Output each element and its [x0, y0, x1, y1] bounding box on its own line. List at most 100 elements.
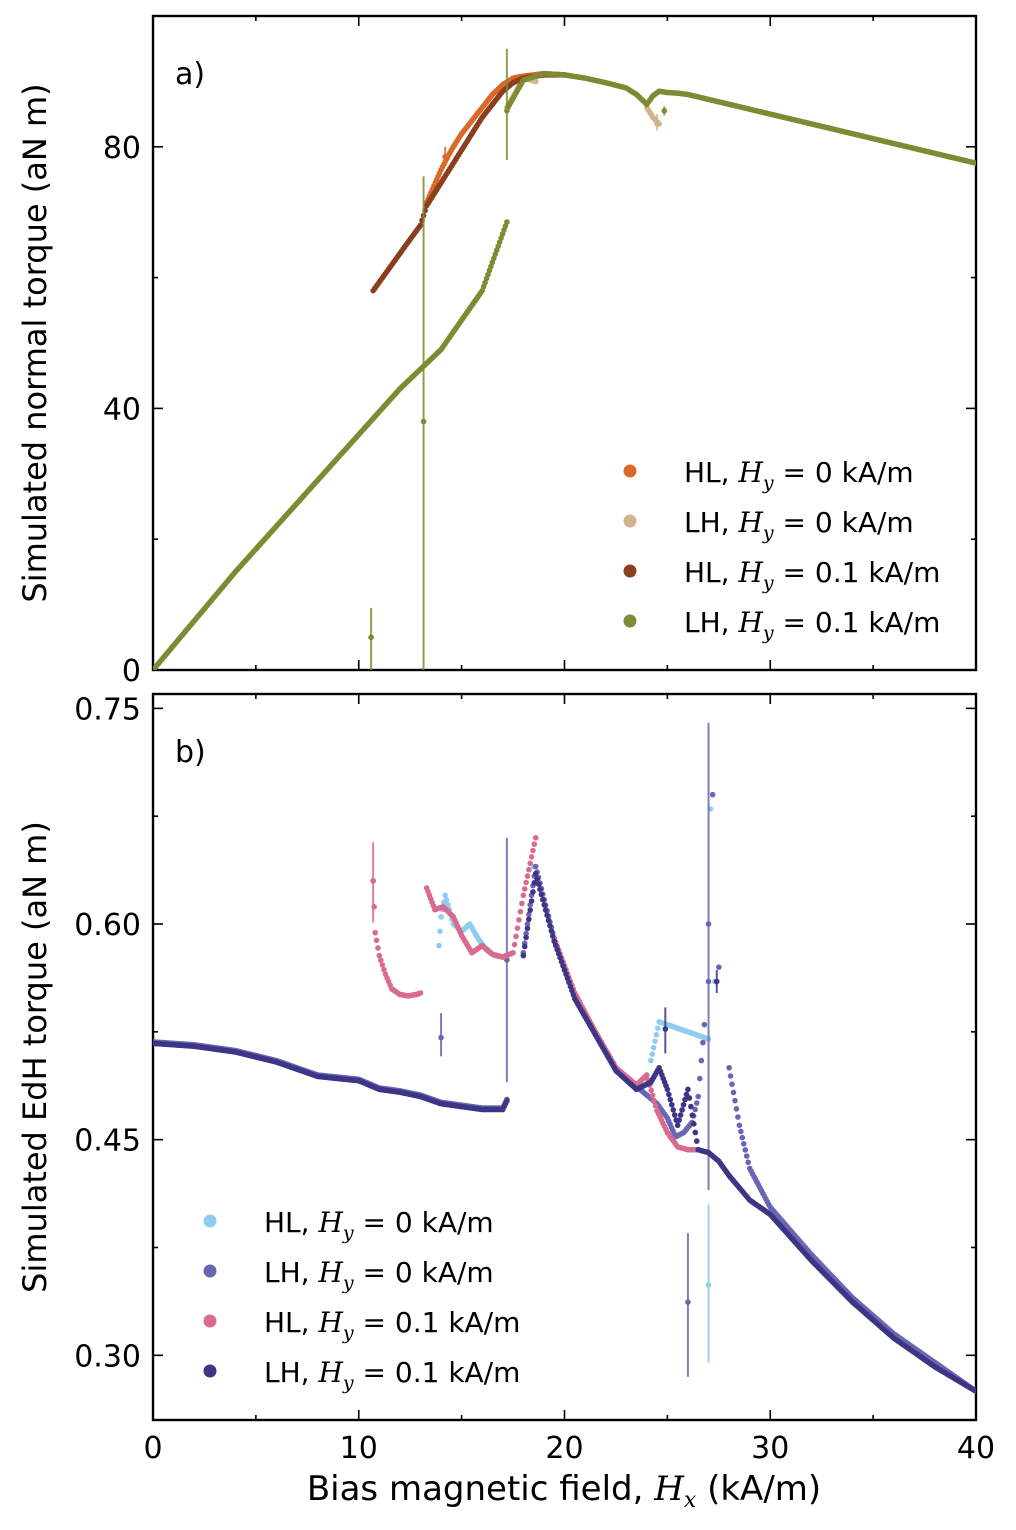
- legend-entry: HL, Hy = 0.1 kA/m: [264, 1306, 520, 1344]
- data-point-fill: [727, 1073, 734, 1079]
- data-point-fill: [521, 886, 528, 892]
- data-point: [644, 1072, 650, 1078]
- x-tick-label: 0: [143, 1431, 162, 1466]
- legend-entry: HL, Hy = 0 kA/m: [684, 456, 914, 494]
- data-point-fill: [648, 1087, 655, 1094]
- data-point-fill: [732, 1097, 738, 1104]
- data-point: [532, 834, 539, 841]
- data-point: [973, 1388, 976, 1395]
- data-point: [436, 942, 442, 949]
- data-point: [685, 1086, 691, 1093]
- data-point-fill: [742, 1147, 749, 1153]
- error-bar-point: [370, 878, 376, 884]
- data-point-fill: [649, 1051, 656, 1057]
- legend: HL, Hy = 0 kA/m LH, Hy = 0 kA/m HL, Hy = 0…: [203, 1206, 520, 1394]
- error-bar-point: [654, 121, 660, 127]
- legend-entry: LH, Hy = 0.1 kA/m: [264, 1356, 520, 1394]
- legend-marker: [203, 1314, 217, 1328]
- data-point-fill: [679, 1107, 685, 1113]
- legend-marker: [623, 464, 637, 478]
- legend-entry: HL, Hy = 0 kA/m: [264, 1206, 494, 1244]
- data-point-fill: [652, 1038, 658, 1044]
- data-point-fill: [689, 1112, 696, 1119]
- data-point: [532, 863, 539, 870]
- legend: HL, Hy = 0 kA/m LH, Hy = 0 kA/m HL, Hy = 0…: [623, 456, 940, 644]
- axes-frame: [151, 692, 978, 1422]
- data-point-fill: [650, 1044, 657, 1051]
- error-bar-point: [368, 634, 374, 641]
- legend-entry: HL, Hy = 0.1 kA/m: [684, 556, 940, 594]
- data-point: [532, 78, 539, 85]
- data-point-fill: [668, 1101, 675, 1108]
- data-point-fill: [531, 841, 538, 847]
- error-bar-point: [685, 1299, 691, 1305]
- data-point-fill: [437, 928, 443, 935]
- data-point: [376, 952, 383, 959]
- y-tick-label: 0.75: [74, 692, 141, 727]
- y-tick-label: 40: [103, 392, 141, 427]
- series-2: [370, 72, 568, 294]
- data-point-fill: [693, 1100, 700, 1106]
- data-point-fill: [526, 911, 532, 918]
- data-point-fill: [528, 854, 535, 860]
- legend-entry: LH, Hy = 0 kA/m: [264, 1256, 494, 1294]
- legend-entry: LH, Hy = 0.1 kA/m: [684, 606, 940, 644]
- data-point-fill: [513, 933, 519, 940]
- data-point-fill: [651, 1097, 657, 1104]
- error-bar-point: [504, 108, 510, 114]
- legend-marker: [623, 614, 637, 628]
- y-tick-label: 0: [122, 654, 141, 689]
- data-point: [674, 1122, 681, 1129]
- data-point-fill: [654, 1025, 661, 1032]
- data-point: [372, 929, 379, 936]
- legend-entry: LH, Hy = 0 kA/m: [684, 506, 914, 544]
- data-point-fill: [738, 1128, 744, 1135]
- data-point: [417, 222, 424, 229]
- data-point-fill: [548, 928, 555, 934]
- data-point: [504, 219, 510, 225]
- data-point-fill: [653, 1031, 660, 1038]
- data-point-fill: [698, 1057, 705, 1064]
- data-point-fill: [542, 907, 549, 913]
- data-point: [716, 964, 722, 970]
- y-tick-label: 0.60: [74, 908, 141, 943]
- data-point: [520, 952, 527, 959]
- data-point-fill: [691, 1121, 697, 1127]
- data-point-fill: [521, 943, 528, 950]
- data-point-fill: [537, 886, 543, 893]
- axes-frame: [151, 14, 978, 672]
- plot-area: [153, 48, 976, 670]
- legend-marker: [623, 514, 637, 528]
- data-point-fill: [443, 897, 450, 903]
- data-point: [510, 949, 516, 956]
- series-3: [153, 870, 976, 1395]
- data-point: [504, 1098, 510, 1104]
- data-point-fill: [524, 921, 531, 927]
- data-point-fill: [549, 933, 556, 939]
- data-point-fill: [545, 917, 552, 924]
- series-3: [153, 48, 976, 670]
- y-axis-label: Simulated normal torque (aN m): [16, 83, 54, 602]
- legend-marker: [203, 1214, 217, 1228]
- y-axis-label: Simulated EdH torque (aN m): [16, 821, 54, 1293]
- data-point-fill: [530, 847, 536, 854]
- data-point-fill: [541, 902, 548, 908]
- error-bar-point: [438, 1034, 444, 1041]
- data-point-fill: [680, 1101, 687, 1108]
- y-tick-label: 0.45: [74, 1124, 141, 1159]
- error-bar-point: [705, 978, 712, 985]
- data-point-fill: [526, 916, 532, 923]
- data-point-fill: [700, 1039, 706, 1046]
- error-bar-point: [442, 153, 448, 160]
- data-point-fill: [745, 1159, 752, 1166]
- data-point: [520, 892, 527, 899]
- data-point-fill: [526, 866, 532, 873]
- x-tick-label: 20: [545, 1431, 583, 1466]
- data-point-fill: [743, 1153, 750, 1159]
- x-tick-label: 10: [340, 1431, 378, 1466]
- data-point: [973, 160, 976, 166]
- data-point: [664, 1086, 671, 1093]
- series-1: [153, 722, 976, 1395]
- data-point-fill: [671, 1112, 678, 1118]
- data-point-fill: [682, 1096, 688, 1103]
